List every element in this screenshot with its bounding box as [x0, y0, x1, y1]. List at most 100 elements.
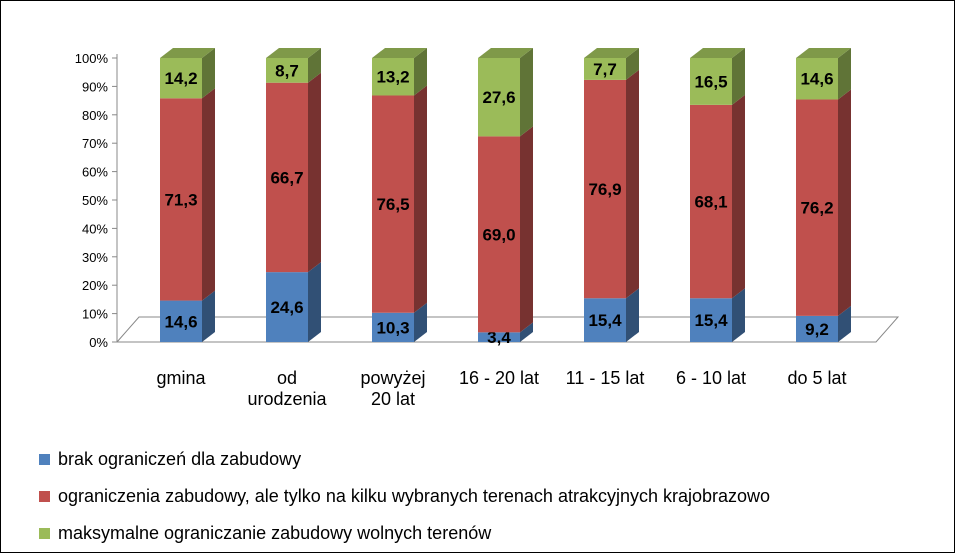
y-tick-label: 100% — [75, 51, 109, 66]
bar-segment-front — [266, 82, 308, 273]
legend-label: maksymalne ograniczanie zabudowy wolnych… — [58, 523, 492, 543]
chart-legend: brak ograniczeń dla zabudowy ograniczenia… — [39, 441, 770, 552]
data-label: 76,2 — [800, 199, 833, 218]
data-label: 71,3 — [164, 190, 197, 209]
bar-segment-front — [478, 58, 520, 137]
category-label: gmina — [156, 368, 206, 388]
data-label: 3,4 — [487, 328, 511, 347]
data-label: 8,7 — [275, 61, 299, 80]
bar-top — [160, 48, 215, 58]
data-label: 13,2 — [376, 68, 409, 87]
y-tick-label: 20% — [82, 278, 108, 293]
bar-segment-front — [266, 272, 308, 342]
bar-segment-front — [372, 95, 414, 313]
bar-top — [796, 48, 851, 58]
bar-segment-front — [584, 79, 626, 299]
bar-segment-front — [690, 58, 732, 105]
bar-segment-front — [372, 58, 414, 96]
data-label: 16,5 — [694, 72, 727, 91]
bar-segment-side — [202, 290, 215, 342]
data-label: 27,6 — [482, 88, 515, 107]
data-label: 10,3 — [376, 318, 409, 337]
data-label: 68,1 — [694, 193, 727, 212]
category-label: powyżej — [360, 368, 425, 388]
legend-swatch — [39, 528, 50, 539]
bar-top — [584, 48, 639, 58]
bar-segment-side — [202, 48, 215, 99]
bar-top — [690, 48, 745, 58]
data-label: 76,5 — [376, 195, 409, 214]
legend-label: ograniczenia zabudowy, ale tylko na kilk… — [58, 486, 771, 506]
data-label: 14,6 — [164, 312, 197, 331]
y-tick-label: 80% — [82, 108, 108, 123]
y-tick-label: 0% — [89, 335, 108, 350]
data-label: 14,6 — [800, 70, 833, 89]
bar-segment-front — [796, 315, 838, 342]
y-tick-label: 90% — [82, 79, 108, 94]
y-tick-label: 10% — [82, 307, 108, 322]
category-label: od — [277, 368, 297, 388]
y-tick-label: 60% — [82, 165, 108, 180]
bar-segment-side — [838, 89, 851, 316]
bar-segment-side — [202, 88, 215, 301]
data-label: 15,4 — [694, 311, 728, 330]
bar-segment-side — [414, 48, 427, 96]
category-label: 11 - 15 lat — [566, 368, 645, 388]
y-tick-label: 50% — [82, 193, 108, 208]
bar-segment-front — [584, 298, 626, 342]
legend-item: brak ograniczeń dla zabudowy — [39, 441, 770, 478]
bar-segment-front — [372, 312, 414, 342]
bar-segment-front — [690, 298, 732, 342]
legend-item: maksymalne ograniczanie zabudowy wolnych… — [39, 515, 770, 552]
bar-segment-side — [308, 262, 321, 342]
bar-segment-side — [838, 48, 851, 100]
bar-segment-front — [584, 58, 626, 80]
bar-segment-front — [796, 58, 838, 100]
data-label: 15,4 — [588, 311, 622, 330]
bar-segment-side — [520, 126, 533, 333]
bar-segment-side — [626, 48, 639, 80]
category-label: 6 - 10 lat — [676, 368, 746, 388]
bar-segment-front — [266, 58, 308, 83]
y-tick-label: 70% — [82, 136, 108, 151]
bar-segment-side — [732, 48, 745, 105]
bar-segment-front — [160, 58, 202, 99]
category-label: do 5 lat — [787, 368, 846, 388]
data-label: 69,0 — [482, 225, 515, 244]
bar-segment-side — [414, 302, 427, 342]
bar-segment-front — [160, 98, 202, 301]
category-label: 16 - 20 lat — [459, 368, 539, 388]
bar-segment-side — [626, 69, 639, 299]
legend-swatch — [39, 491, 50, 502]
data-label: 7,7 — [593, 60, 617, 79]
legend-label: brak ograniczeń dla zabudowy — [58, 449, 302, 469]
bar-segment-front — [478, 136, 520, 333]
bar-segment-side — [732, 94, 745, 299]
bar-segment-side — [520, 48, 533, 137]
bar-top — [266, 48, 321, 58]
bar-segment-side — [520, 322, 533, 342]
category-label: 20 lat — [371, 389, 415, 409]
bar-segment-side — [308, 72, 321, 273]
bar-segment-side — [414, 85, 427, 313]
legend-swatch — [39, 454, 50, 465]
data-label: 66,7 — [270, 168, 303, 187]
bar-top — [478, 48, 533, 58]
bar-segment-front — [478, 332, 520, 342]
bar-segment-front — [796, 99, 838, 316]
bar-segment-front — [160, 300, 202, 342]
legend-item: ograniczenia zabudowy, ale tylko na kilk… — [39, 478, 770, 515]
data-label: 14,2 — [164, 69, 197, 88]
bar-top — [372, 48, 427, 58]
category-label: urodzenia — [247, 389, 327, 409]
y-tick-label: 30% — [82, 250, 108, 265]
bar-segment-side — [838, 305, 851, 342]
data-label: 76,9 — [588, 180, 621, 199]
y-tick-label: 40% — [82, 221, 108, 236]
bar-segment-side — [626, 288, 639, 342]
bar-segment-side — [308, 48, 321, 83]
data-label: 24,6 — [270, 298, 303, 317]
data-label: 9,2 — [805, 320, 829, 339]
